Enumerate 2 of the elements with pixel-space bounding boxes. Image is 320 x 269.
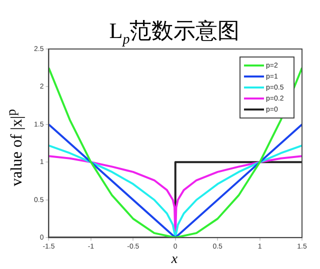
chart-title: L$_{p}$范数示意图: [108, 17, 241, 48]
x-axis-title: x: [170, 252, 179, 268]
